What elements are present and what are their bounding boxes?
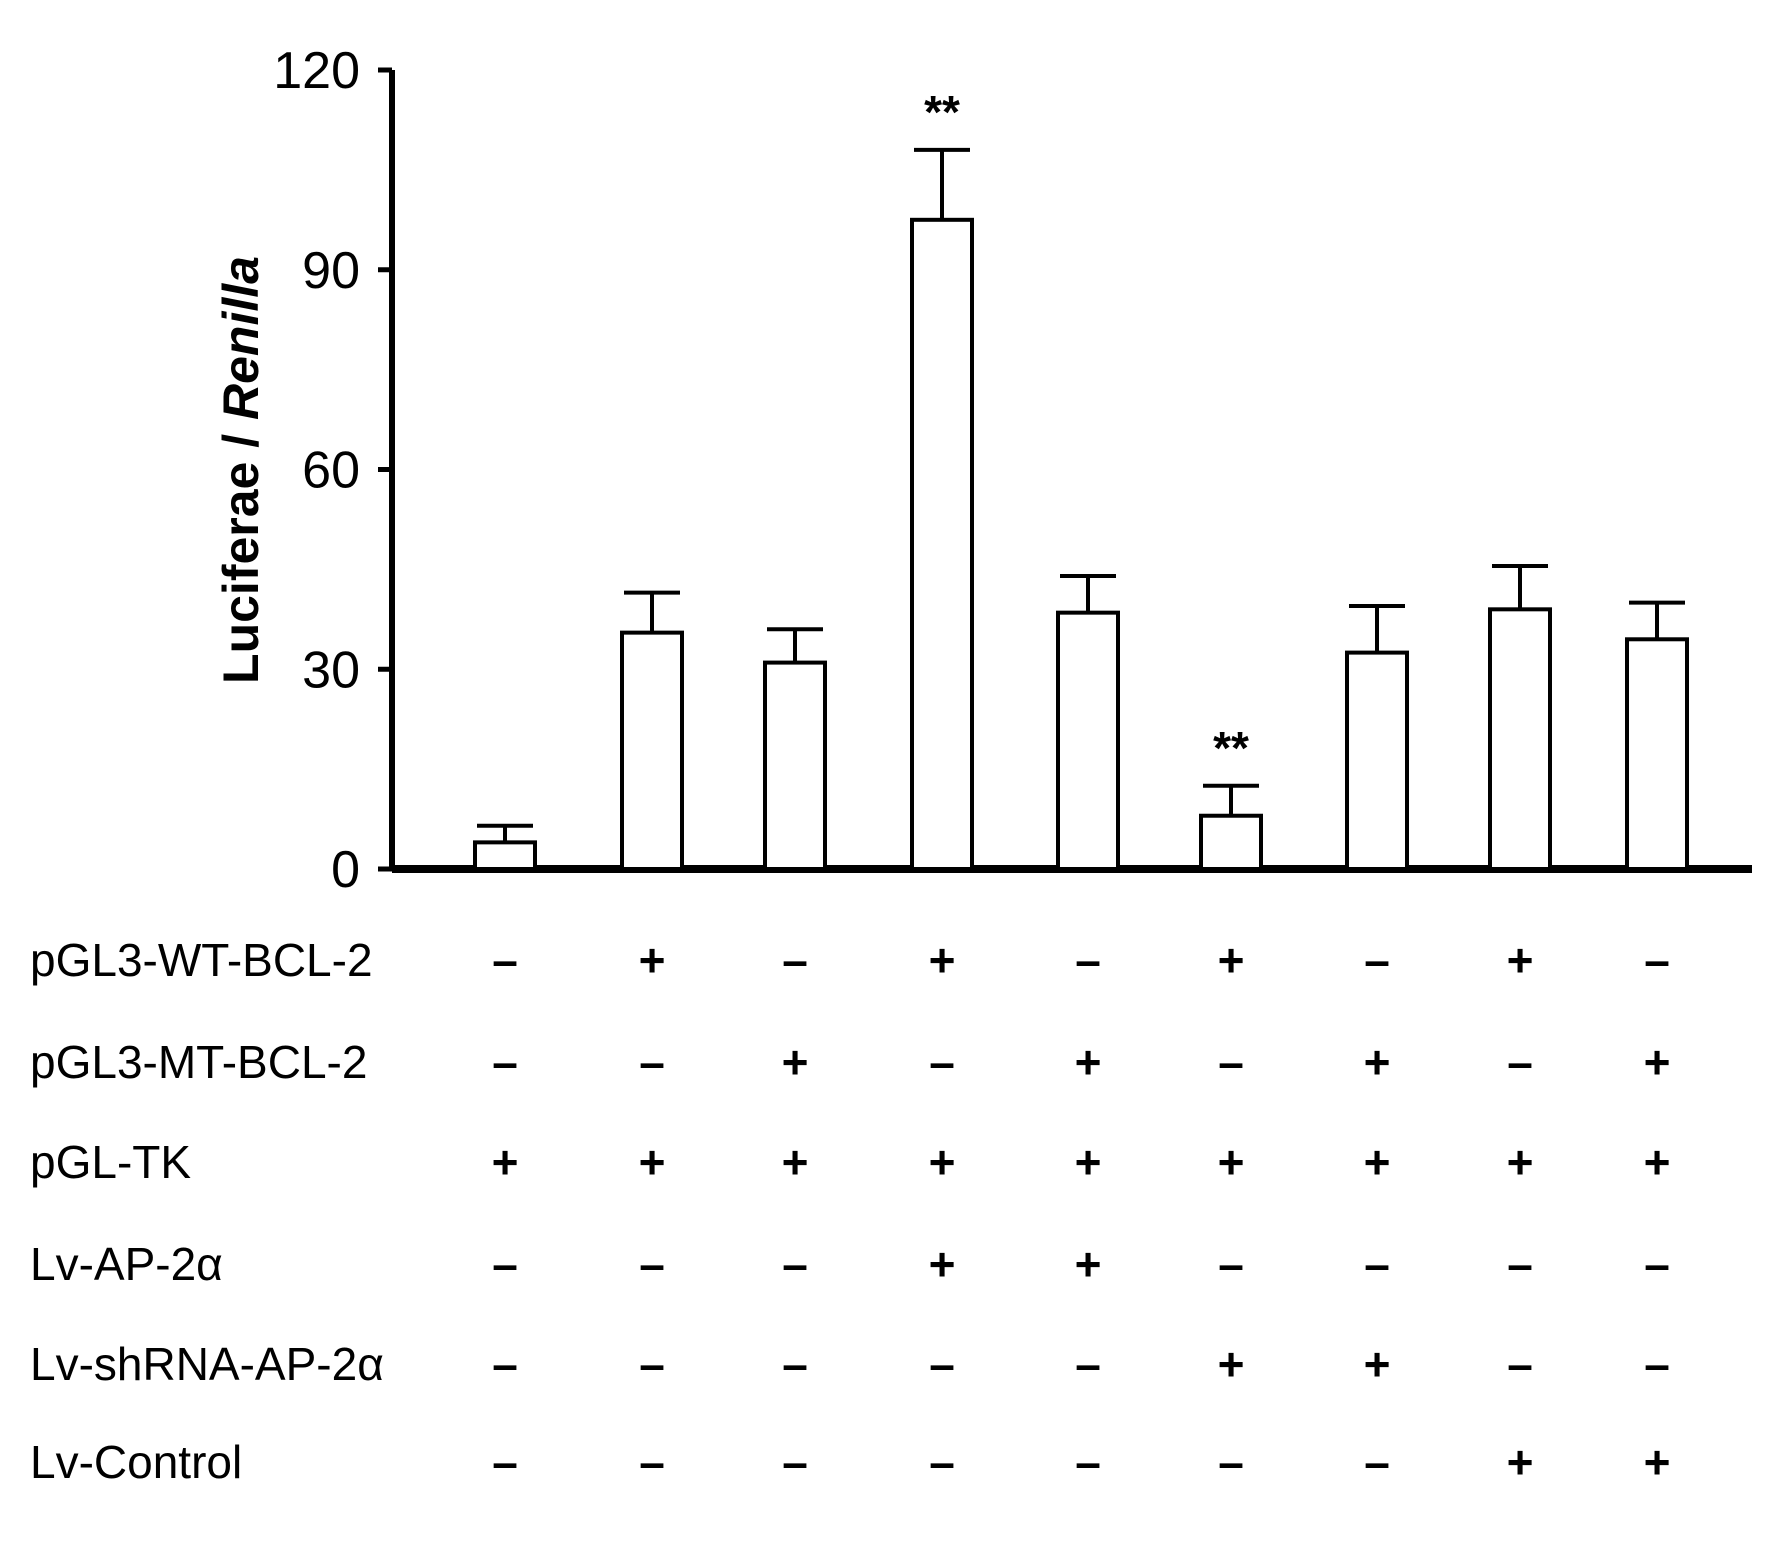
condition-label: pGL3-MT-BCL-2 <box>30 1036 367 1088</box>
condition-sign: + <box>1507 1436 1534 1488</box>
condition-sign: + <box>929 1238 956 1290</box>
y-tick-label: 60 <box>302 442 360 500</box>
condition-sign: + <box>1218 1338 1245 1390</box>
condition-sign: – <box>1644 1338 1670 1390</box>
condition-sign: – <box>1364 934 1390 986</box>
condition-sign: – <box>929 1036 955 1088</box>
condition-sign: + <box>929 1136 956 1188</box>
condition-sign: – <box>1644 934 1670 986</box>
condition-sign: + <box>1644 1036 1671 1088</box>
condition-sign: – <box>929 1436 955 1488</box>
bar <box>763 660 827 872</box>
significance-marker: ** <box>1213 722 1249 774</box>
condition-sign: + <box>492 1136 519 1188</box>
y-tick-label: 90 <box>302 242 360 300</box>
condition-sign: + <box>1075 1238 1102 1290</box>
condition-sign: – <box>639 1238 665 1290</box>
condition-sign: – <box>1075 1436 1101 1488</box>
condition-sign: – <box>639 1036 665 1088</box>
bar <box>1625 637 1689 871</box>
condition-sign: + <box>929 934 956 986</box>
condition-sign: – <box>929 1338 955 1390</box>
condition-label: Lv-AP-2α <box>30 1238 223 1290</box>
bar <box>620 630 684 871</box>
condition-sign: – <box>1218 1436 1244 1488</box>
condition-sign: + <box>782 1036 809 1088</box>
condition-sign: – <box>492 1338 518 1390</box>
bar <box>1345 650 1409 872</box>
condition-sign: + <box>1644 1136 1671 1188</box>
condition-sign: – <box>639 1436 665 1488</box>
bar <box>1199 813 1263 872</box>
bar <box>1488 607 1552 871</box>
condition-table: pGL3-WT-BCL-2 – + – + – + – + – pGL3-MT-BCL-2 – – + – +… <box>30 934 1670 1488</box>
condition-sign: – <box>1075 1338 1101 1390</box>
condition-sign: + <box>1075 1136 1102 1188</box>
condition-sign: – <box>492 1036 518 1088</box>
condition-sign: – <box>782 1436 808 1488</box>
condition-sign: – <box>1364 1238 1390 1290</box>
y-axis-label: Luciferae / Renilla <box>213 256 269 684</box>
condition-sign: – <box>1218 1238 1244 1290</box>
bars: ** ** <box>473 86 1689 872</box>
condition-sign: – <box>782 1238 808 1290</box>
condition-sign: + <box>1507 934 1534 986</box>
condition-sign: + <box>1364 1036 1391 1088</box>
condition-sign: + <box>1364 1136 1391 1188</box>
condition-sign: – <box>782 1338 808 1390</box>
y-tick-label: 0 <box>331 841 360 899</box>
bar <box>473 840 537 871</box>
condition-label: pGL3-WT-BCL-2 <box>30 934 373 986</box>
condition-sign: + <box>1644 1436 1671 1488</box>
condition-sign: – <box>1364 1436 1390 1488</box>
condition-sign: – <box>1075 934 1101 986</box>
condition-sign: – <box>492 934 518 986</box>
bar <box>910 217 974 871</box>
condition-sign: – <box>1644 1238 1670 1290</box>
condition-sign: + <box>1507 1136 1534 1188</box>
condition-label: pGL-TK <box>30 1136 191 1188</box>
condition-sign: – <box>1507 1036 1533 1088</box>
condition-sign: – <box>782 934 808 986</box>
condition-sign: + <box>639 934 666 986</box>
condition-sign: + <box>782 1136 809 1188</box>
y-tick-label: 120 <box>273 42 360 100</box>
condition-sign: + <box>1364 1338 1391 1390</box>
condition-sign: – <box>1218 1036 1244 1088</box>
bar <box>1056 610 1120 871</box>
condition-sign: + <box>1218 1136 1245 1188</box>
condition-sign: + <box>639 1136 666 1188</box>
significance-marker: ** <box>924 86 960 138</box>
condition-sign: – <box>492 1238 518 1290</box>
condition-sign: – <box>1507 1238 1533 1290</box>
condition-sign: – <box>492 1436 518 1488</box>
y-tick-label: 30 <box>302 641 360 699</box>
condition-label: Lv-shRNA-AP-2α <box>30 1338 384 1390</box>
condition-sign: – <box>639 1338 665 1390</box>
condition-sign: – <box>1507 1338 1533 1390</box>
y-axis-title: Luciferae / Renilla <box>213 256 269 684</box>
condition-sign: + <box>1218 934 1245 986</box>
condition-label: Lv-Control <box>30 1436 242 1488</box>
condition-sign: + <box>1075 1036 1102 1088</box>
